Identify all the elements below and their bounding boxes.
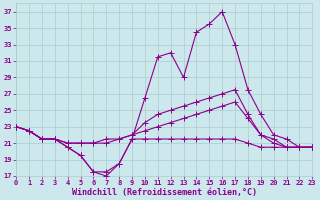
X-axis label: Windchill (Refroidissement éolien,°C): Windchill (Refroidissement éolien,°C) xyxy=(72,188,257,197)
